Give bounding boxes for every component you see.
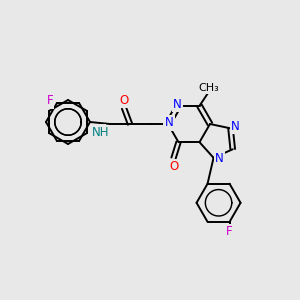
Text: NH: NH	[92, 127, 110, 140]
Text: N: N	[173, 98, 182, 111]
Text: O: O	[119, 94, 129, 106]
Text: F: F	[226, 225, 233, 238]
Text: N: N	[96, 125, 104, 139]
Text: H: H	[100, 128, 109, 140]
Text: N: N	[215, 152, 224, 165]
Text: N: N	[165, 116, 173, 130]
Text: O: O	[169, 160, 178, 173]
Text: F: F	[47, 94, 53, 107]
Text: CH₃: CH₃	[198, 83, 219, 93]
Text: N: N	[231, 120, 240, 133]
